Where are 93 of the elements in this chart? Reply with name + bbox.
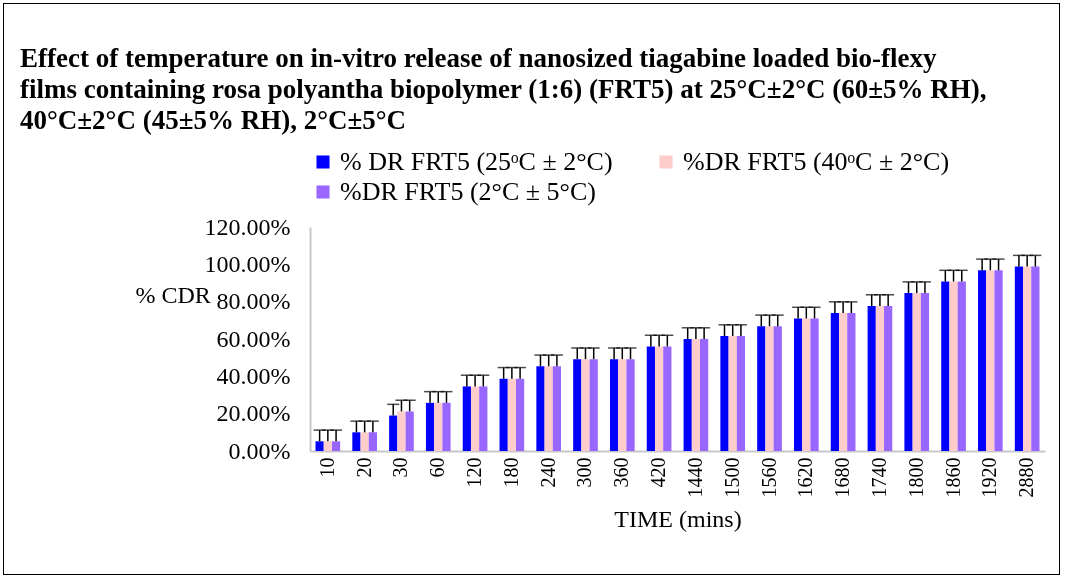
x-tick-label: 180 — [499, 457, 522, 488]
bar — [368, 432, 377, 451]
bar — [442, 402, 451, 451]
bar — [536, 366, 545, 451]
bar — [847, 313, 856, 451]
y-tick-label: 120.00% — [204, 213, 291, 240]
x-tick-label: 20 — [352, 457, 375, 478]
bar — [663, 346, 672, 451]
x-tick-label: 10 — [315, 457, 338, 478]
bar — [720, 336, 729, 451]
bar — [1014, 266, 1024, 451]
x-tick-label: 1560 — [757, 457, 780, 498]
bar — [552, 366, 562, 451]
bar — [360, 432, 369, 451]
legend-label: %DR FRT5 (2°C ± 5°C) — [340, 177, 596, 206]
bar — [646, 346, 655, 451]
bar — [499, 378, 508, 451]
x-axis-title: TIME (mins) — [614, 505, 742, 532]
x-tick-label: 1440 — [683, 457, 706, 498]
bar — [405, 411, 414, 451]
x-tick-label: 1740 — [867, 457, 890, 498]
bar — [757, 326, 766, 451]
bar — [507, 378, 516, 451]
bar — [1023, 266, 1032, 451]
y-tick-label: 60.00% — [216, 325, 291, 352]
bar — [867, 305, 876, 451]
y-tick-label: 20.00% — [216, 400, 291, 427]
bar — [315, 441, 324, 451]
x-tick-label: 1860 — [941, 457, 964, 498]
y-tick-label: 80.00% — [216, 288, 291, 315]
bar — [589, 359, 598, 451]
bar — [323, 441, 332, 451]
x-tick-label: 1680 — [831, 457, 854, 498]
bar — [581, 359, 590, 451]
bar — [904, 293, 913, 451]
bar — [470, 386, 480, 451]
x-tick-label: 240 — [536, 457, 559, 488]
y-axis-title: % CDR — [135, 281, 211, 308]
bar — [830, 313, 840, 451]
y-tick-label: 40.00% — [216, 362, 291, 389]
x-tick-label: 1800 — [904, 457, 927, 498]
bar — [1031, 266, 1040, 451]
legend-label: % DR FRT5 (25ᵒC ± 2°C) — [340, 147, 613, 176]
bar — [573, 359, 582, 451]
x-tick-label: 1920 — [978, 457, 1001, 498]
x-tick-label: 30 — [389, 457, 412, 478]
bar — [515, 378, 525, 451]
bar — [352, 432, 361, 451]
x-tick-label: 1620 — [794, 457, 817, 498]
chart-title: Effect of temperature on in-vitro release of nanosized tiagabine loaded bio-flexy films containing rosa polyantha biopolymer (1:6) (FRT5) at 25°C±2°C (60±5% RH), 40°C±2°C (45±5% RH), 2°C±5°C — [20, 43, 987, 135]
bar — [875, 305, 885, 451]
bar — [941, 281, 950, 451]
bar — [957, 281, 966, 451]
bar — [609, 359, 619, 451]
bar — [978, 270, 987, 451]
x-tick-label: 300 — [573, 457, 596, 488]
x-tick-label: 2880 — [1015, 457, 1038, 498]
y-tick-label: 100.00% — [204, 250, 291, 277]
bar — [397, 411, 406, 451]
bar — [626, 359, 635, 451]
bar — [479, 386, 488, 451]
x-tick-label: 60 — [426, 457, 449, 478]
bar — [765, 326, 774, 451]
bar — [994, 270, 1003, 451]
bar — [736, 336, 746, 451]
bar — [949, 281, 958, 451]
bar — [389, 415, 398, 451]
bar — [700, 339, 709, 451]
bar — [462, 386, 471, 451]
bar — [810, 318, 819, 451]
bar — [773, 326, 782, 451]
bar — [691, 339, 701, 451]
x-tick-label: 1500 — [720, 457, 743, 498]
bar — [839, 313, 848, 451]
bar — [331, 441, 341, 451]
bar — [654, 346, 664, 451]
bar — [425, 402, 435, 451]
y-tick-label: 0.00% — [228, 437, 291, 464]
legend-label: %DR FRT5 (40ᵒC ± 2°C) — [683, 147, 950, 176]
bar — [544, 366, 553, 451]
bar — [802, 318, 811, 451]
bar — [920, 293, 930, 451]
bar — [793, 318, 803, 451]
x-tick-label: 420 — [647, 457, 670, 488]
bar — [683, 339, 692, 451]
bar — [728, 336, 737, 451]
bar — [986, 270, 995, 451]
bar — [618, 359, 627, 451]
x-tick-label: 120 — [463, 457, 486, 488]
bar — [912, 293, 921, 451]
bar — [884, 305, 893, 451]
x-tick-label: 360 — [610, 457, 633, 488]
bar — [434, 402, 443, 451]
